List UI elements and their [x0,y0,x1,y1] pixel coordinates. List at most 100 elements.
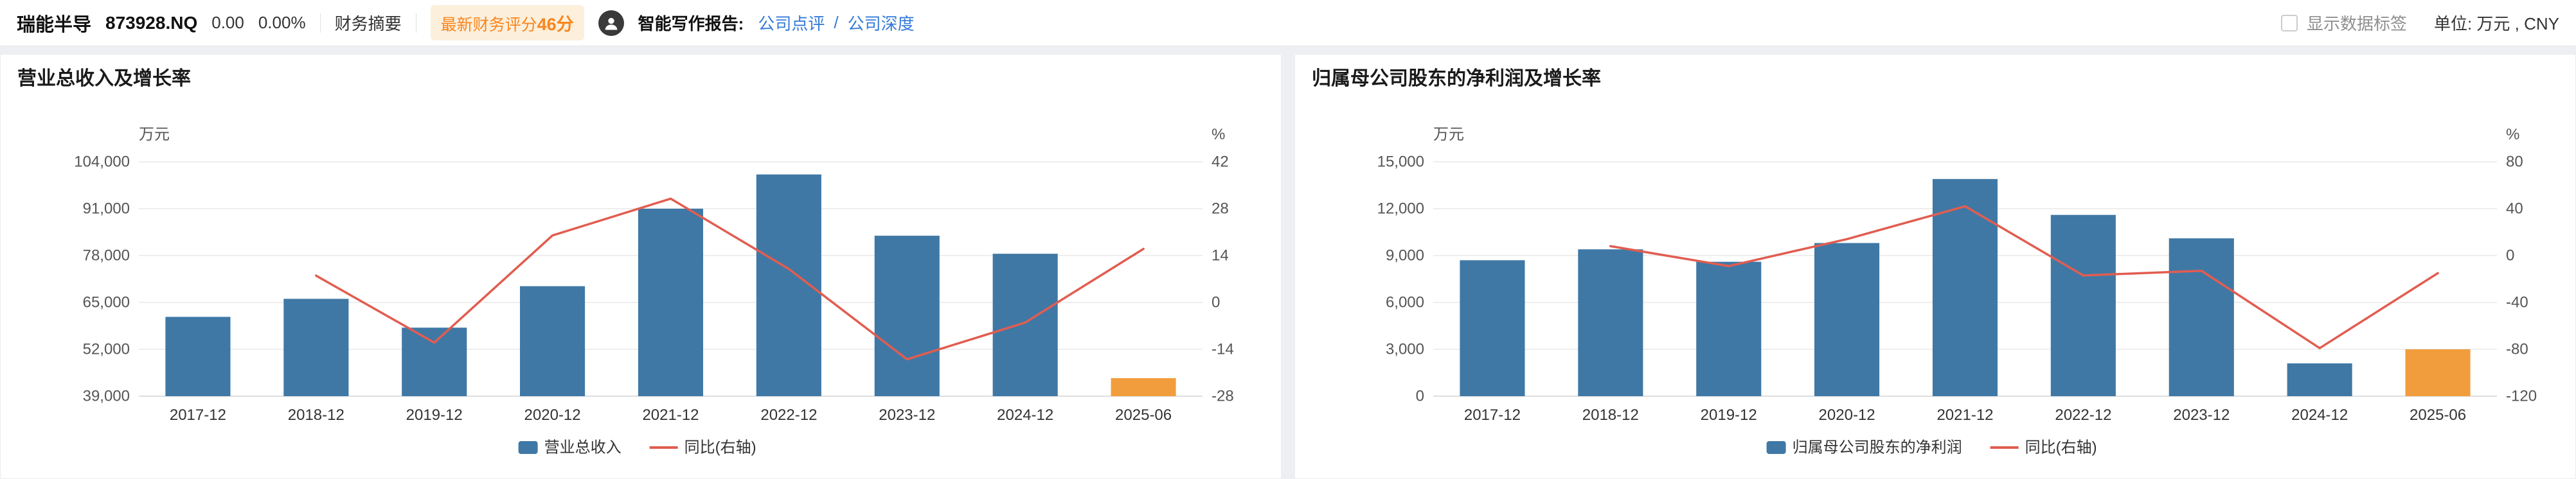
stock-code: 873928.NQ [105,12,198,33]
y-tick-label: 12,000 [1377,200,1424,218]
bar[interactable] [874,236,940,396]
y-tick-label: 9,000 [1386,247,1424,265]
y2-tick-label: 28 [1212,200,1229,218]
chart-title-net-profit: 归属母公司股东的净利润及增长率 [1312,68,1601,89]
unit-label: 单位: 万元 , CNY [2433,14,2559,33]
legend-item-line[interactable]: 同比(右轴) [649,439,756,457]
y-tick-label: 0 [1416,388,1424,405]
bar[interactable] [2050,214,2116,396]
ai-avatar-icon [598,10,624,36]
menu-financial-summary[interactable]: 财务摘要 [334,14,402,33]
bar[interactable] [1932,179,1998,396]
y2-tick-label: -80 [2506,341,2528,358]
y2-tick-label: -40 [2506,294,2528,311]
revenue-growth-chart[interactable]: 39,000 52,000 65,000 78,000 91,000 104,000 -28… [1,94,1281,478]
growth-line[interactable] [1609,205,2439,349]
y-tick-label: 91,000 [83,200,130,218]
bar[interactable] [2287,363,2352,396]
y2-tick-label: 0 [2506,247,2514,265]
link-company-depth[interactable]: 公司深度 [847,14,915,33]
legend-swatch [1766,441,1786,454]
y-tick-label: 104,000 [74,153,130,171]
topbar-right: 显示数据标签 单位: 万元 , CNY [2280,11,2559,35]
y-tick-label: 6,000 [1386,294,1424,311]
x-tick-label: 2017-12 [1464,406,1521,424]
x-tick-label: 2018-12 [288,406,344,424]
x-tick-label: 2025-06 [2410,406,2466,424]
y2-tick-label: -14 [1212,341,1234,358]
bar[interactable] [2405,349,2471,396]
bar[interactable] [1111,378,1176,396]
y2-tick-label: -28 [1212,388,1234,405]
x-tick-label: 2024-12 [997,406,1053,424]
right-axis-unit: % [1212,126,1225,143]
divider [319,13,321,33]
y-tick-label: 65,000 [83,294,130,311]
link-separator: / [834,13,839,32]
net-profit-growth-chart[interactable]: 0 3,000 6,000 9,000 12,000 15,000 -120 -80 -40 0 4… [1295,94,2575,478]
bar[interactable] [1578,249,1643,396]
x-tick-label: 2019-12 [1701,406,1757,424]
price-change-pct: 0.00% [258,13,306,32]
x-tick-label: 2019-12 [406,406,463,424]
x-tick-label: 2023-12 [879,406,935,424]
x-tick-label: 2018-12 [1582,406,1639,424]
score-badge[interactable]: 最新财务评分46分 [430,5,584,40]
bar[interactable] [1814,243,1880,397]
y2-tick-label: 40 [2506,200,2523,218]
x-tick-label: 2021-12 [642,406,699,424]
score-value: 46分 [537,15,574,34]
link-company-review[interactable]: 公司点评 [758,14,825,33]
bar[interactable] [638,209,703,396]
x-tick-label: 2020-12 [1819,406,1875,424]
bar[interactable] [1696,261,1762,396]
legend-label: 营业总收入 [544,439,622,457]
y-tick-label: 52,000 [83,341,130,358]
bar[interactable] [2169,238,2234,396]
x-tick-label: 2021-12 [1936,406,1993,424]
ai-report-label: 智能写作报告: [638,14,744,33]
y2-tick-label: 80 [2506,153,2523,171]
y2-tick-label: 42 [1212,153,1229,171]
show-data-labels-checkbox[interactable] [2280,14,2298,31]
legend-item-line[interactable]: 同比(右轴) [1990,439,2097,457]
legend-label: 归属母公司股东的净利润 [1793,439,1962,457]
legend-label: 同比(右轴) [2025,439,2097,457]
legend-item-bar[interactable]: 归属母公司股东的净利润 [1766,439,1962,457]
growth-line[interactable] [315,197,1145,361]
show-data-labels-label: 显示数据标签 [2306,14,2407,33]
legend-item-bar[interactable]: 营业总收入 [518,439,622,457]
y-tick-label: 78,000 [83,247,130,265]
right-axis-unit: % [2506,126,2519,143]
y2-tick-label: -120 [2506,388,2537,405]
x-tick-label: 2025-06 [1115,406,1172,424]
x-tick-label: 2023-12 [2173,406,2230,424]
price-change: 0.00 [211,13,244,32]
y-tick-label: 39,000 [83,388,130,405]
topbar: 瑞能半导 873928.NQ 0.00 0.00% 财务摘要 最新财务评分46分… [0,0,2576,46]
y-tick-label: 3,000 [1386,341,1424,358]
chart-title-revenue: 营业总收入及增长率 [17,68,191,89]
person-icon [605,17,617,30]
legend-swatch [518,441,538,454]
left-axis-unit: 万元 [1433,126,1464,143]
left-axis-unit: 万元 [139,126,170,143]
panel-net-profit: 归属母公司股东的净利润及增长率 0 3,000 6,000 9,000 12,000 15… [1294,54,2576,479]
y2-tick-label: 14 [1212,247,1229,265]
topbar-left: 瑞能半导 873928.NQ 0.00 0.00% 财务摘要 最新财务评分46分… [17,5,915,40]
x-tick-label: 2022-12 [2055,406,2111,424]
stock-name: 瑞能半导 [17,14,92,35]
bar[interactable] [165,317,231,397]
score-label: 最新财务评分 [440,16,537,34]
bar[interactable] [283,299,349,396]
bar[interactable] [520,286,586,396]
y-tick-label: 15,000 [1377,153,1424,171]
x-tick-label: 2022-12 [760,406,817,424]
bar[interactable] [402,327,467,396]
panel-revenue: 营业总收入及增长率 39,000 52,000 65,000 78,000 91,000… [0,54,1282,479]
bar[interactable] [1460,260,1525,396]
charts-area: 营业总收入及增长率 39,000 52,000 65,000 78,000 91,000… [0,54,2576,479]
y2-tick-label: 0 [1212,294,1220,311]
x-tick-label: 2017-12 [170,406,226,424]
bar[interactable] [992,254,1058,396]
